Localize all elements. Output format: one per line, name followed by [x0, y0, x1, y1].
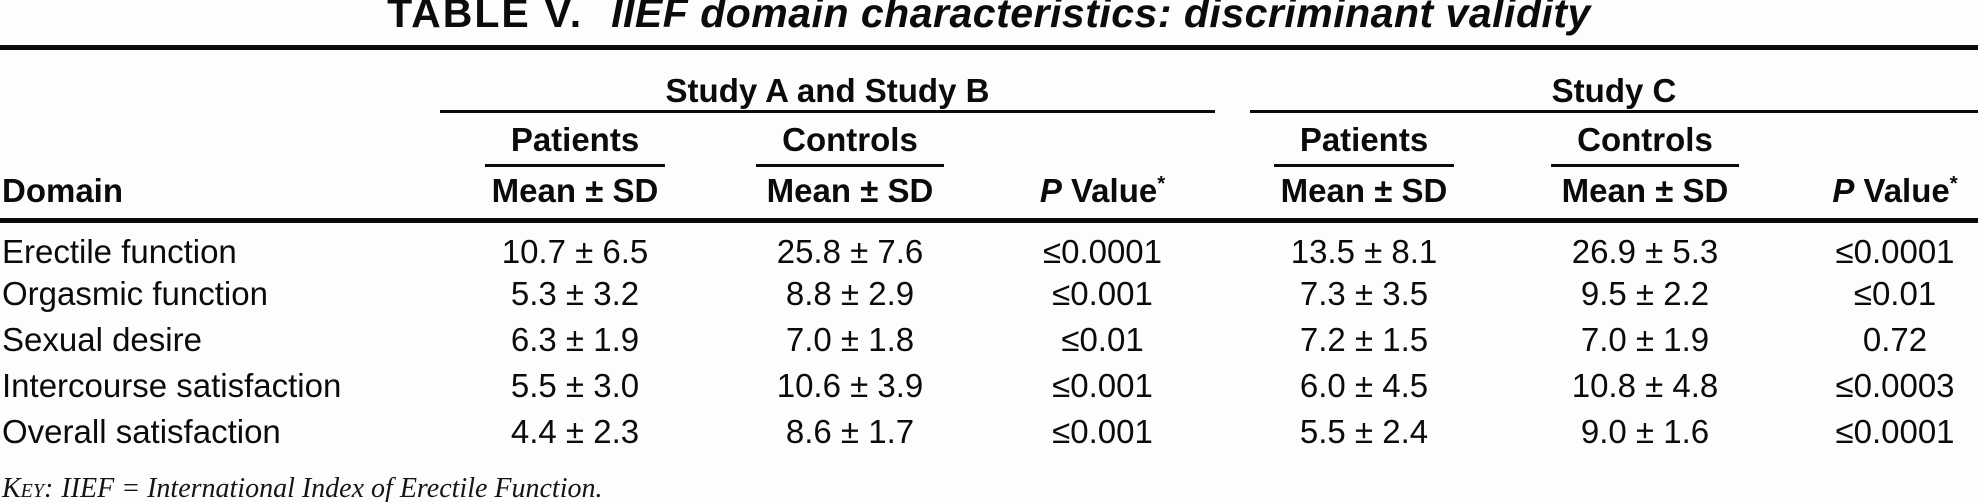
- c-controls-cell: 9.5 ± 2.2: [1580, 275, 1710, 312]
- domain-column-header: Domain: [0, 166, 440, 223]
- ab-controls-cell: 25.8 ± 7.6: [776, 233, 924, 270]
- subgroup-spacer: [0, 112, 440, 167]
- ab-patients-cell: 10.7 ± 6.5: [501, 233, 649, 270]
- table-footnote: Key: IIEF = International Index of Erecti…: [2, 473, 603, 502]
- subgroup-header-row: Patients Controls Patients Controls: [0, 112, 1978, 167]
- group-header-study-ab: Study A and Study B: [440, 47, 1215, 113]
- c-patients-cell: 7.2 ± 1.5: [1299, 321, 1429, 358]
- ab-patients-header: Patients: [440, 112, 710, 167]
- c-patients-header: Patients: [1250, 112, 1478, 167]
- ab-patients-meansd-header: Mean ± SD: [440, 166, 710, 223]
- ab-pvalue-header: P Value*: [990, 166, 1215, 223]
- ab-patients-cell: 6.3 ± 1.9: [510, 321, 640, 358]
- ab-pvalue-cell: ≤0.0001: [1042, 233, 1163, 270]
- ab-controls-meansd-header: Mean ± SD: [710, 166, 990, 223]
- c-controls-header: Controls: [1478, 112, 1812, 167]
- ab-controls-cell: 8.8 ± 2.9: [785, 275, 915, 312]
- domain-cell: Sexual desire: [2, 321, 202, 358]
- footnote-key-label: Key:: [2, 473, 54, 502]
- c-controls-cell: 26.9 ± 5.3: [1571, 233, 1719, 270]
- group-gap: [1215, 363, 1250, 409]
- footnote-asterisk: *: [1157, 172, 1166, 195]
- domain-cell: Overall satisfaction: [2, 413, 281, 450]
- footnote-text: IIEF = International Index of Erectile F…: [61, 473, 603, 502]
- ab-pvalue-spacer: [990, 112, 1215, 167]
- ab-pvalue-cell: ≤0.001: [1052, 413, 1153, 450]
- ab-pvalue-cell: ≤0.001: [1052, 275, 1153, 312]
- c-pvalue-header: P Value*: [1812, 166, 1978, 223]
- group-gap: [1215, 166, 1250, 223]
- domain-cell: Orgasmic function: [2, 275, 268, 312]
- ab-controls-cell: 8.6 ± 1.7: [785, 413, 915, 450]
- table-title: TABLE V. IIEF domain characteristics: dis…: [0, 0, 1978, 38]
- c-controls-meansd-header: Mean ± SD: [1478, 166, 1812, 223]
- ab-controls-cell: 7.0 ± 1.8: [785, 321, 915, 358]
- group-gap: [1215, 271, 1250, 317]
- c-patients-cell: 5.5 ± 2.4: [1299, 413, 1429, 450]
- ab-patients-cell: 5.3 ± 3.2: [510, 275, 640, 312]
- table-row: Intercourse satisfaction 5.5 ± 3.0 10.6 …: [0, 363, 1978, 409]
- footnote-asterisk: *: [1949, 172, 1958, 195]
- c-pvalue-cell: ≤0.01: [1853, 275, 1937, 312]
- ab-patients-cell: 5.5 ± 3.0: [510, 367, 640, 404]
- ab-patients-cell: 4.4 ± 2.3: [510, 413, 640, 450]
- table-row: Orgasmic function 5.3 ± 3.2 8.8 ± 2.9 ≤0…: [0, 271, 1978, 317]
- c-pvalue-cell: 0.72: [1862, 321, 1928, 358]
- domain-cell: Erectile function: [2, 233, 237, 270]
- group-header-study-c: Study C: [1250, 47, 1978, 113]
- group-gap: [1215, 112, 1250, 167]
- c-controls-cell: 10.8 ± 4.8: [1571, 367, 1719, 404]
- group-gap: [1215, 409, 1250, 455]
- c-patients-cell: 13.5 ± 8.1: [1290, 233, 1438, 270]
- results-table: Study A and Study B Study C Patients Con…: [0, 45, 1978, 455]
- table-row: Sexual desire 6.3 ± 1.9 7.0 ± 1.8 ≤0.01 …: [0, 317, 1978, 363]
- column-header-row: Domain Mean ± SD Mean ± SD P Value* Mean…: [0, 166, 1978, 223]
- table-row: Overall satisfaction 4.4 ± 2.3 8.6 ± 1.7…: [0, 409, 1978, 455]
- c-patients-meansd-header: Mean ± SD: [1250, 166, 1478, 223]
- c-pvalue-cell: ≤0.0003: [1835, 367, 1955, 404]
- c-patients-cell: 6.0 ± 4.5: [1299, 367, 1429, 404]
- group-gap: [1215, 317, 1250, 363]
- c-pvalue-spacer: [1812, 112, 1978, 167]
- table-title-text: IIEF domain characteristics: discriminan…: [611, 0, 1591, 36]
- c-pvalue-cell: ≤0.0001: [1835, 233, 1955, 270]
- group-header-row: Study A and Study B Study C: [0, 47, 1978, 113]
- ab-pvalue-cell: ≤0.001: [1052, 367, 1153, 404]
- ab-pvalue-cell: ≤0.01: [1061, 321, 1144, 358]
- c-patients-cell: 7.3 ± 3.5: [1299, 275, 1429, 312]
- c-controls-cell: 7.0 ± 1.9: [1580, 321, 1710, 358]
- ab-controls-cell: 10.6 ± 3.9: [776, 367, 924, 404]
- table-row: Erectile function 10.7 ± 6.5 25.8 ± 7.6 …: [0, 221, 1978, 272]
- table-number-label: TABLE V.: [387, 0, 584, 36]
- c-controls-cell: 9.0 ± 1.6: [1580, 413, 1710, 450]
- domain-cell: Intercourse satisfaction: [2, 367, 342, 404]
- group-gap: [1215, 221, 1250, 272]
- group-gap: [1215, 48, 1250, 112]
- group-header-spacer: [0, 48, 440, 112]
- ab-controls-header: Controls: [710, 112, 990, 167]
- c-pvalue-cell: ≤0.0001: [1835, 413, 1955, 450]
